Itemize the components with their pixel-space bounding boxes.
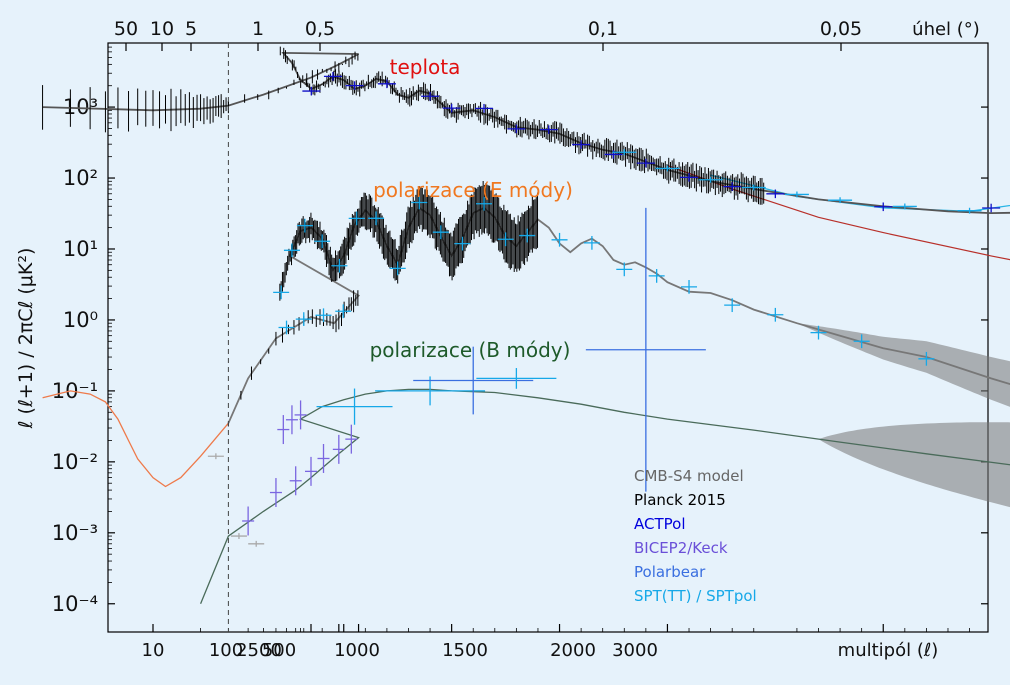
x-tick-label: 500: [262, 640, 296, 661]
legend-entry: CMB-S4 model: [634, 467, 744, 485]
x-tick-label: 1500: [442, 640, 488, 661]
plot-frame: [107, 42, 989, 633]
legend-entry: ACTPol: [634, 515, 686, 533]
annotation-label: polarizace (E módy): [373, 178, 573, 202]
annotation-label: teplota: [390, 55, 461, 79]
top-tick-label: 0,1: [588, 18, 618, 40]
y-tick-label: 10¹: [63, 237, 98, 261]
y-tick-label: 10⁰: [63, 308, 98, 332]
x-axis-label: multipól (ℓ): [838, 640, 939, 661]
temperature-foreground-line: [667, 164, 1010, 261]
x-tick-label: 2500: [236, 640, 282, 661]
top-tick-label: 5: [185, 18, 197, 40]
y-axis-label: ℓ (ℓ+1) / 2πCℓ (μK²): [15, 248, 37, 430]
legend-entry: Planck 2015: [634, 491, 726, 509]
top-tick-label: 0,05: [820, 18, 862, 40]
legend-entry: SPT(TT) / SPTpol: [634, 587, 757, 605]
top-tick-label: 1: [252, 18, 264, 40]
x-tick-label: 3000: [612, 640, 658, 661]
y-tick-label: 10⁻¹: [52, 379, 98, 403]
top-tick-label: 10: [150, 18, 174, 40]
annotation-label: polarizace (B módy): [370, 338, 571, 362]
b-mode-model-line: [199, 388, 1010, 605]
x-tick-label: 1000: [334, 640, 380, 661]
y-tick-label: 10⁻⁴: [52, 592, 98, 616]
top-tick-label: 0,5: [305, 18, 335, 40]
e-mode-model-band: [796, 323, 1010, 407]
e-mode-reionization-line: [42, 390, 229, 488]
top-tick-label: 50: [114, 18, 138, 40]
y-tick-label: 10²: [63, 166, 98, 190]
legend-entry: BICEP2/Keck: [634, 539, 728, 557]
b-mode-model-band: [818, 422, 1010, 508]
x-tick-label: 2000: [550, 640, 596, 661]
legend-entry: Polarbear: [634, 563, 706, 581]
y-tick-label: 10⁻³: [52, 521, 98, 545]
top-axis-label: úhel (°): [912, 19, 980, 40]
legend: CMB-S4 model Planck 2015 ACTPol BICEP2/Keck…: [634, 467, 757, 605]
x-tick-label: 10: [142, 640, 165, 661]
x-tick-label: 100: [209, 640, 243, 661]
y-tick-label: 10⁻²: [52, 450, 98, 474]
